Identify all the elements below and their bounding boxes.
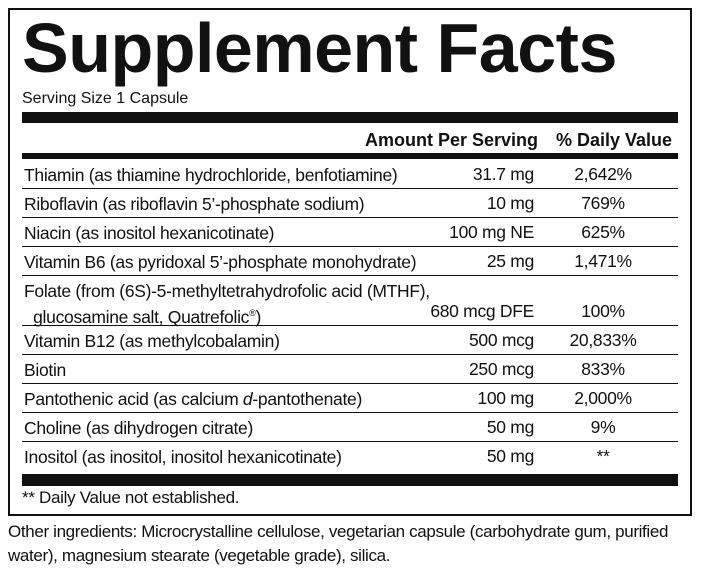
registered-mark: ® bbox=[249, 308, 256, 318]
nutrient-amount: 250 mcg bbox=[468, 359, 534, 379]
nutrient-amount: 10 mg bbox=[486, 193, 534, 213]
name-line-1: Folate (from (6S)-5-methyltetrahydrofoli… bbox=[24, 281, 430, 301]
column-header: Amount Per Serving % Daily Value bbox=[22, 128, 678, 152]
nutrient-name: Choline (as dihydrogen citrate) bbox=[24, 418, 254, 438]
nutrient-dv: ** bbox=[596, 446, 610, 466]
nutrient-amount: 50 mg bbox=[486, 417, 534, 437]
name-italic: d bbox=[242, 389, 253, 409]
nutrient-dv: 2,642% bbox=[574, 164, 632, 184]
nutrient-amount: 100 mg NE bbox=[449, 222, 534, 242]
daily-value-header: % Daily Value bbox=[555, 130, 672, 150]
nutrient-name: Folate (from (6S)-5-methyltetrahydrofoli… bbox=[24, 280, 430, 328]
nutrient-dv: 769% bbox=[581, 193, 625, 213]
nutrient-name: Vitamin B6 (as pyridoxal 5’-phosphate mo… bbox=[24, 252, 417, 272]
nutrient-list: Thiamin (as thiamine hydrochloride, benf… bbox=[22, 160, 678, 470]
thick-divider bbox=[22, 112, 678, 123]
thick-divider bbox=[22, 474, 678, 486]
nutrient-amount: 25 mg bbox=[486, 251, 534, 271]
nutrient-name: Biotin bbox=[24, 360, 66, 380]
nutrient-row: Biotin 250 mcg 833% bbox=[22, 355, 678, 384]
nutrient-dv: 625% bbox=[581, 222, 625, 242]
nutrient-row: Choline (as dihydrogen citrate) 50 mg 9% bbox=[22, 413, 678, 442]
nutrient-dv: 1,471% bbox=[574, 251, 632, 271]
nutrient-name: Vitamin B12 (as methylcobalamin) bbox=[24, 331, 280, 351]
nutrient-amount: 50 mg bbox=[486, 446, 534, 466]
nutrient-row: Vitamin B12 (as methylcobalamin) 500 mcg 2… bbox=[22, 326, 678, 355]
nutrient-dv: 100% bbox=[581, 301, 625, 321]
nutrient-name: Thiamin (as thiamine hydrochloride, benf… bbox=[24, 165, 398, 185]
nutrient-name: Pantothenic acid (as calcium d-pantothen… bbox=[24, 388, 362, 410]
nutrient-name: Riboflavin (as riboflavin 5’-phosphate s… bbox=[24, 194, 365, 214]
nutrient-row: Vitamin B6 (as pyridoxal 5’-phosphate mo… bbox=[22, 247, 678, 276]
name-line-2: glucosamine salt, Quatrefolic bbox=[33, 306, 250, 327]
nutrient-dv: 833% bbox=[581, 359, 625, 379]
amount-header: Amount Per Serving bbox=[364, 130, 538, 150]
nutrient-amount: 31.7 mg bbox=[472, 164, 534, 184]
nutrient-amount: 500 mcg bbox=[468, 330, 534, 350]
supplement-facts-panel: Supplement Facts Serving Size 1 Capsule … bbox=[8, 8, 692, 516]
nutrient-row: Niacin (as inositol hexanicotinate) 100 m… bbox=[22, 218, 678, 247]
nutrient-dv: 9% bbox=[590, 417, 616, 437]
nutrient-row: Inositol (as inositol, inositol hexanico… bbox=[22, 442, 678, 470]
panel-title: Supplement Facts bbox=[22, 9, 617, 87]
nutrient-row: Folate (from (6S)-5-methyltetrahydrofoli… bbox=[22, 276, 678, 328]
nutrient-row: Pantothenic acid (as calcium d-pantothen… bbox=[22, 384, 678, 413]
nutrient-amount: 680 mcg DFE bbox=[430, 301, 534, 321]
other-ingredients: Other ingredients: Microcrystalline cell… bbox=[8, 522, 669, 565]
nutrient-row: Riboflavin (as riboflavin 5’-phosphate s… bbox=[22, 189, 678, 218]
nutrient-row: Thiamin (as thiamine hydrochloride, benf… bbox=[22, 160, 678, 189]
name-part-end: -pantothenate) bbox=[252, 389, 362, 409]
nutrient-dv: 20,833% bbox=[569, 330, 637, 350]
name-part: Pantothenic acid (as calcium bbox=[24, 389, 243, 409]
nutrient-amount: 100 mg bbox=[477, 388, 534, 408]
nutrient-dv: 2,000% bbox=[574, 388, 632, 408]
thick-divider bbox=[22, 153, 678, 159]
name-line-2-end: ) bbox=[255, 306, 261, 327]
nutrient-name: Niacin (as inositol hexanicotinate) bbox=[24, 223, 275, 243]
nutrient-name: Inositol (as inositol, inositol hexanico… bbox=[24, 447, 342, 467]
serving-size: Serving Size 1 Capsule bbox=[22, 90, 189, 107]
footnote: ** Daily Value not established. bbox=[22, 488, 240, 507]
